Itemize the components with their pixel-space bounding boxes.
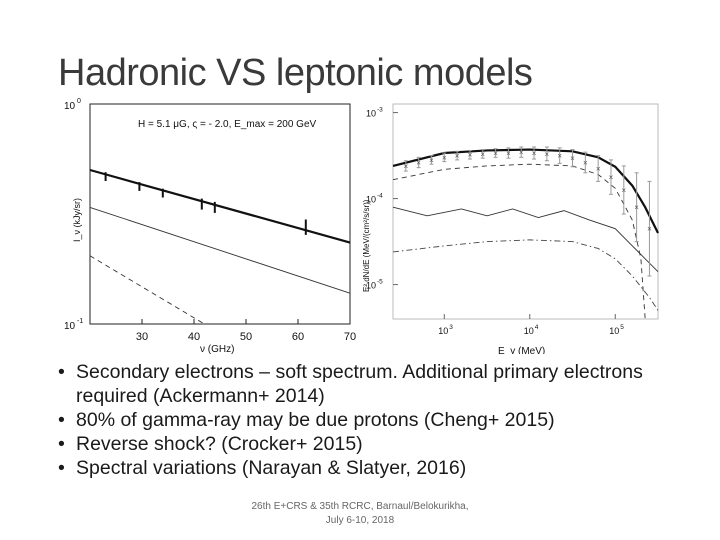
right-data-point: × (647, 225, 652, 234)
left-y-tick-exponent: -1 (77, 318, 83, 325)
left-x-tick-label: 30 (136, 331, 148, 343)
right-data-point: × (621, 186, 626, 195)
right-x-tick-exponent: 5 (620, 324, 624, 331)
right-y-tick-exponent: -4 (377, 193, 383, 200)
right-x-tick-label: 10 (524, 326, 534, 336)
right-x-tick-label: 10 (609, 326, 619, 336)
right-xlabel: E_γ (MeV) (498, 346, 545, 354)
right-data-point: × (583, 158, 588, 167)
slide-title: Hadronic VS leptonic models (58, 52, 533, 94)
left-y-tick-label: 10 (64, 101, 76, 112)
right-data-point: × (403, 162, 408, 171)
right-y-tick-exponent: -3 (377, 107, 383, 114)
slide-footer: 26th E+CRS & 35th RCRC, Barnaul/Belokuri… (230, 500, 490, 528)
left-xlabel: ν (GHz) (200, 344, 234, 354)
right-y-tick-exponent: -5 (377, 279, 383, 286)
bullet-item: Reverse shock? (Crocker+ 2015) (58, 432, 698, 456)
right-x-tick-exponent: 3 (449, 324, 453, 331)
right-series-line (392, 206, 659, 273)
right-data-point: × (570, 154, 575, 163)
right-data-point: × (634, 203, 639, 212)
right-series-line (392, 163, 646, 320)
left-x-tick-label: 50 (240, 331, 252, 343)
right-data-point: × (480, 150, 485, 159)
gamma-ray-spectrum-plot: E² dN/dE (MeV/(cm²/s/sr)) E_γ (MeV) 10 3 1… (362, 103, 659, 354)
bullet-item: Spectral variations (Narayan & Slatyer, … (58, 456, 698, 480)
right-data-point: × (442, 153, 447, 162)
left-y-tick-label: 10 (64, 321, 76, 332)
right-data-point: × (596, 165, 601, 174)
right-plot-frame (392, 103, 659, 320)
right-y-tick-label: 10 (366, 281, 376, 291)
right-data-point: × (545, 150, 550, 159)
figure-panel: H = 5.1 μG, ς = - 2.0, E_max = 200 GeV I… (64, 98, 659, 354)
bullet-item: Secondary electrons – soft spectrum. Add… (58, 360, 698, 408)
left-x-tick-label: 60 (292, 331, 304, 343)
right-data-point: × (493, 149, 498, 158)
radio-spectrum-plot: H = 5.1 μG, ς = - 2.0, E_max = 200 GeV I… (64, 98, 356, 354)
left-annotation: H = 5.1 μG, ς = - 2.0, E_max = 200 GeV (138, 119, 316, 130)
footer-dates: July 6-10, 2018 (325, 515, 395, 526)
right-data-point: × (468, 151, 473, 160)
right-data-point: × (532, 149, 537, 158)
right-data-point: × (429, 156, 434, 165)
right-data-point: × (455, 152, 460, 161)
left-series-line (89, 206, 351, 294)
right-series-line (392, 239, 659, 311)
left-x-tick-label: 40 (188, 331, 200, 343)
right-data-point: × (506, 149, 511, 158)
right-data-point: × (609, 173, 614, 182)
right-y-tick-label: 10 (366, 109, 376, 119)
left-plot-frame (89, 103, 351, 325)
left-x-tick-label: 70 (344, 331, 356, 343)
right-data-point: × (519, 148, 524, 157)
right-ylabel: E² dN/dE (MeV/(cm²/s/sr)) (362, 199, 371, 292)
footer-conference: 26th E+CRS & 35th RCRC, Barnaul/Belokuri… (251, 501, 469, 512)
right-x-tick-label: 10 (438, 326, 448, 336)
right-y-tick-label: 10 (366, 195, 376, 205)
left-ylabel: I_ν (kJy/sr) (72, 198, 82, 242)
left-series-line (89, 255, 205, 325)
right-x-tick-exponent: 4 (535, 324, 539, 331)
bullet-list: Secondary electrons – soft spectrum. Add… (58, 360, 698, 480)
bullet-item: 80% of gamma-ray may be due protons (Che… (58, 408, 698, 432)
right-data-point: × (557, 152, 562, 161)
left-y-tick-exponent: 0 (77, 98, 81, 105)
right-data-point: × (416, 158, 421, 167)
left-series-line (89, 168, 351, 244)
